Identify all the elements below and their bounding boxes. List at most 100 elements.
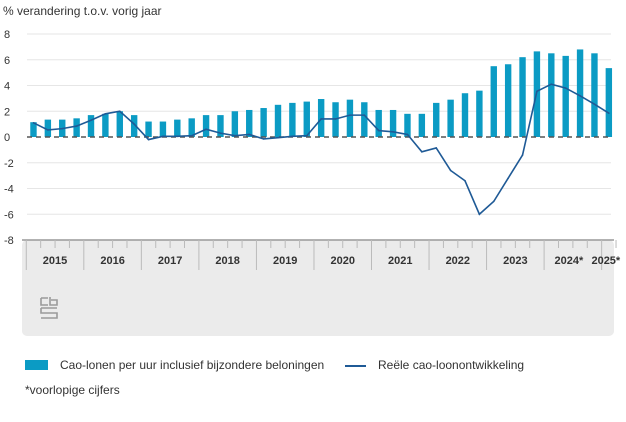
- bar: [202, 115, 210, 137]
- x-tick-label: 2017: [158, 255, 182, 267]
- x-tick-label: 2022: [446, 255, 470, 267]
- line-point: [593, 103, 596, 105]
- line-point: [277, 136, 279, 139]
- line-point: [334, 118, 337, 120]
- line-point: [47, 129, 49, 131]
- line-point: [377, 129, 380, 132]
- line-point: [478, 213, 481, 216]
- bar: [504, 64, 512, 137]
- bar: [562, 55, 569, 138]
- line-point: [248, 133, 251, 136]
- bar: [519, 57, 526, 137]
- bar: [289, 102, 296, 137]
- bar: [375, 109, 382, 137]
- bar: [102, 113, 109, 137]
- x-tick-label: 2020: [330, 255, 354, 267]
- bar: [116, 111, 123, 137]
- bar: [159, 121, 167, 137]
- y-axis-label: % verandering t.o.v. vorig jaar: [3, 4, 162, 18]
- line-point: [61, 127, 64, 130]
- y-tick-label: 0: [4, 132, 10, 144]
- x-tick-label: 2018: [215, 255, 239, 267]
- y-tick-label: -2: [4, 158, 14, 170]
- y-tick-label: -4: [4, 184, 14, 196]
- bar: [87, 115, 95, 137]
- line-point: [176, 135, 179, 138]
- line-point: [608, 112, 610, 114]
- line-point: [118, 110, 121, 113]
- line-point: [363, 114, 366, 116]
- bar: [461, 93, 469, 137]
- bar: [174, 119, 181, 137]
- line-point: [305, 134, 308, 137]
- bar: [591, 53, 598, 137]
- line-point: [291, 135, 294, 138]
- line-point: [507, 177, 509, 179]
- footnote: *voorlopige cijfers: [25, 383, 120, 397]
- legend-bar-swatch: [25, 360, 48, 370]
- legend-line-label: Reële cao-loonontwikkeling: [378, 358, 524, 372]
- y-tick-label: 6: [4, 55, 10, 67]
- legend-bar-label: Cao-lonen per uur inclusief bijzondere b…: [60, 358, 324, 372]
- bar: [145, 121, 152, 137]
- bar: [361, 102, 368, 137]
- line-point: [421, 151, 423, 153]
- line-point: [262, 138, 265, 140]
- bar: [188, 118, 195, 137]
- bar: [605, 68, 613, 137]
- bar: [476, 90, 483, 137]
- y-tick-labels: 8 6 4 2 0 -2 -4 -6 -8: [4, 29, 14, 247]
- line-point: [550, 83, 553, 86]
- bar: [30, 122, 37, 137]
- line-point: [492, 200, 495, 203]
- bar: [346, 99, 354, 137]
- x-axis-panel: [22, 240, 614, 336]
- bar: [130, 115, 138, 137]
- x-tick-label: 2019: [273, 255, 297, 267]
- y-tick-label: 8: [4, 29, 10, 41]
- line-point: [104, 113, 107, 115]
- line-point: [349, 114, 351, 116]
- x-tick-label: 2023: [503, 255, 527, 267]
- bar: [433, 102, 440, 137]
- line-point: [190, 134, 193, 137]
- line-point: [579, 95, 581, 97]
- bar: [274, 104, 282, 137]
- x-tick-label: 2021: [388, 255, 412, 267]
- line-point: [464, 179, 466, 182]
- x-axis: 2015 2016 2017 2018 2019 2020 2021 2022 2023 2024…: [22, 239, 621, 270]
- bar: [404, 113, 411, 137]
- line-point: [147, 138, 150, 141]
- line-point: [234, 134, 236, 137]
- line-point: [536, 90, 538, 93]
- y-tick-label: -8: [4, 235, 14, 247]
- bar: [317, 99, 325, 137]
- line-point: [406, 133, 409, 136]
- line-point: [521, 154, 524, 156]
- bar: [260, 108, 267, 137]
- bar: [303, 101, 310, 137]
- bar: [246, 109, 253, 137]
- line-point: [392, 131, 394, 133]
- line-point: [32, 122, 35, 124]
- line-point: [435, 147, 438, 149]
- y-tick-label: -6: [4, 209, 14, 221]
- bar: [576, 49, 584, 138]
- bar: [548, 53, 555, 137]
- line-point: [219, 132, 222, 134]
- line-series: [32, 83, 610, 216]
- x-tick-label: 2015: [43, 255, 67, 267]
- line-point: [320, 118, 322, 120]
- y-tick-label: 4: [4, 81, 10, 93]
- line-point: [162, 135, 164, 138]
- x-tick-label: 2025*: [591, 255, 620, 267]
- x-tick-label: 2016: [100, 255, 124, 267]
- bar-series: [30, 49, 613, 138]
- bar: [73, 118, 80, 137]
- y-tick-label: 2: [4, 106, 10, 118]
- bar: [44, 119, 52, 137]
- bar: [418, 113, 426, 137]
- line-point: [205, 128, 207, 131]
- bar: [231, 111, 239, 137]
